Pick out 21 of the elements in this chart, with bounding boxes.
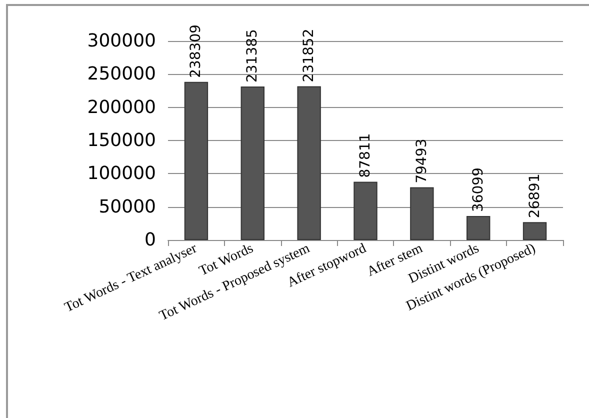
bar [240, 86, 264, 240]
data-label: 36099 [470, 168, 486, 212]
data-label: 79493 [414, 138, 430, 184]
y-tick-label: 250000 [87, 64, 156, 85]
bar [354, 182, 378, 240]
data-label: 238309 [188, 24, 204, 78]
bar [466, 216, 490, 240]
y-tick-label: 100000 [87, 163, 156, 184]
y-tick-label: 300000 [87, 30, 156, 52]
y-tick-label: 50000 [98, 196, 156, 218]
y-tick-label: 0 [144, 230, 156, 250]
bar [184, 82, 208, 240]
bar [410, 187, 434, 240]
y-tick-label: 200000 [87, 96, 156, 118]
y-tick-label: 150000 [87, 130, 156, 151]
data-label: 231852 [301, 28, 318, 82]
bar [522, 222, 547, 240]
data-label: 26891 [526, 174, 543, 218]
data-label: 87811 [358, 133, 374, 178]
data-label: 231385 [244, 29, 261, 83]
bar [297, 86, 321, 240]
